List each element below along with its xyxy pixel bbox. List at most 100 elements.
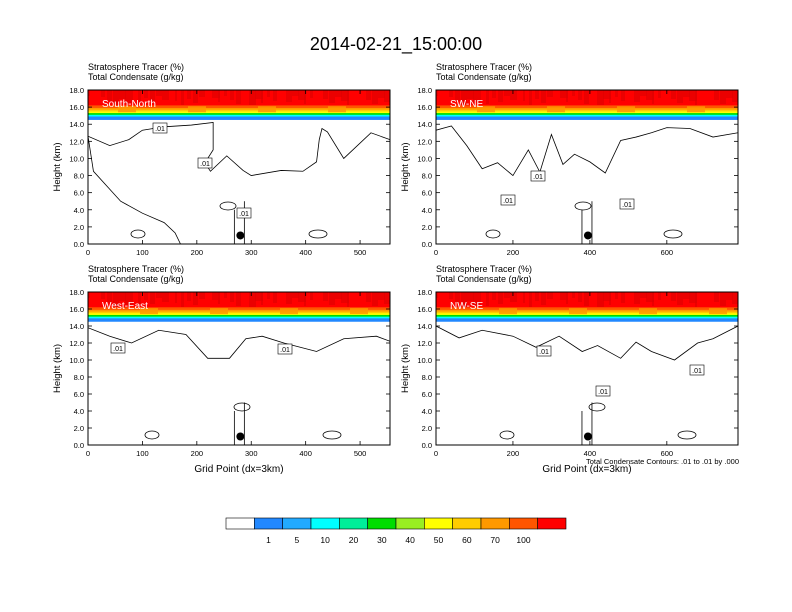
tracer-streak	[658, 292, 661, 300]
tracer-dip	[280, 308, 298, 315]
x-tick-label: 600	[661, 449, 674, 458]
tracer-streak	[366, 90, 371, 100]
panel-label: NW-SE	[450, 301, 483, 312]
tracer-streak	[113, 292, 119, 307]
tracer-streak	[150, 292, 155, 304]
tracer-streak	[286, 292, 292, 304]
tracer-streak	[529, 292, 532, 307]
tracer-streak	[335, 90, 342, 97]
condensate-cell	[588, 402, 606, 412]
tracer-streak	[323, 90, 328, 99]
footnote: Total Condensate Contours: .01 to .01 by…	[586, 457, 739, 466]
panel-frame	[435, 291, 739, 446]
tracer-streak	[597, 292, 604, 307]
condensate-contour-lower	[88, 136, 390, 244]
y-tick-label: 18.0	[417, 288, 432, 297]
x-tick-label: 400	[584, 248, 597, 257]
colorbar-label: 30	[377, 535, 387, 545]
colorbar-swatch	[424, 517, 453, 530]
tracer-streak	[510, 90, 517, 100]
tracer-streak	[162, 292, 169, 302]
tracer-streak	[572, 292, 575, 298]
contour-label: .01	[539, 349, 549, 356]
tracer-streak	[329, 90, 335, 103]
tracer-streak	[310, 90, 313, 98]
panel-south-north: Stratosphere Tracer (%)Total Condensate …	[52, 62, 391, 257]
tracer-layer	[436, 314, 738, 318]
tracer-streak	[335, 292, 342, 299]
location-marker	[583, 432, 592, 441]
plot-area	[436, 292, 738, 445]
x-tick-label: 200	[507, 248, 520, 257]
x-tick-label: 200	[191, 248, 204, 257]
tracer-streak	[683, 292, 690, 299]
tracer-streak	[181, 90, 184, 105]
tracer-streak	[366, 292, 371, 302]
tracer-streak	[504, 292, 510, 298]
colorbar-label: 100	[516, 535, 530, 545]
panel-frame	[435, 89, 739, 245]
x-axis-label: Grid Point (dx=3km)	[194, 464, 283, 475]
tracer-streak	[107, 90, 112, 101]
panel-west-east: Stratosphere Tracer (%)Total Condensate …	[52, 264, 391, 475]
panel-label: South-North	[102, 99, 156, 110]
y-tick-label: 10.0	[417, 356, 432, 365]
tracer-dip	[569, 308, 587, 315]
y-tick-label: 18.0	[417, 86, 432, 95]
tracer-streak	[714, 90, 719, 100]
y-axis-label: Height (km)	[52, 142, 63, 191]
y-tick-label: 10.0	[69, 356, 84, 365]
tracer-streak	[621, 90, 625, 101]
y-tick-label: 18.0	[69, 288, 84, 297]
y-tick-label: 18.0	[69, 86, 84, 95]
contour-label: .01	[155, 126, 165, 133]
plot-area	[88, 292, 390, 445]
colorbar-label: 50	[434, 535, 444, 545]
tracer-dip	[188, 106, 206, 113]
tracer-streak	[486, 90, 489, 104]
tracer-streak	[286, 90, 292, 102]
panel-frame	[87, 291, 391, 446]
tracer-streak	[634, 90, 640, 102]
x-tick-label: 400	[299, 449, 312, 458]
tracer-dip	[639, 308, 657, 315]
tracer-streak	[560, 90, 568, 98]
contour-label-box	[152, 122, 168, 134]
tracer-streak	[473, 90, 481, 103]
tracer-streak	[689, 90, 697, 101]
panel-header-condensate: Total Condensate (g/kg)	[436, 274, 532, 284]
tracer-streak	[378, 292, 385, 300]
condensate-cell	[322, 430, 342, 440]
y-tick-label: 16.0	[417, 103, 432, 112]
tracer-streak	[119, 90, 126, 99]
panel-header-tracer: Stratosphere Tracer (%)	[436, 62, 532, 72]
tracer-dip	[617, 106, 635, 113]
y-tick-label: 10.0	[69, 154, 84, 163]
contour-label: .01	[598, 389, 608, 396]
tracer-streak	[461, 90, 467, 105]
panel-nw-se: Stratosphere Tracer (%)Total Condensate …	[400, 264, 739, 475]
colorbar-swatch	[480, 517, 510, 530]
tracer-streak	[298, 90, 306, 100]
colorbar-swatch	[367, 517, 397, 530]
contour-label: .01	[622, 202, 632, 209]
panel-sw-ne: Stratosphere Tracer (%)Total Condensate …	[400, 62, 739, 257]
tracer-layer	[88, 316, 390, 320]
tracer-streak	[193, 292, 198, 305]
panel-header-tracer: Stratosphere Tracer (%)	[88, 264, 184, 274]
x-tick-label: 400	[584, 449, 597, 458]
tracer-streak	[329, 292, 335, 305]
tracer-streak	[230, 90, 234, 100]
tracer-streak	[523, 292, 525, 303]
tracer-streak	[436, 292, 438, 298]
tracer-streak	[455, 292, 460, 303]
tracer-streak	[677, 292, 683, 305]
y-tick-label: 14.0	[417, 322, 432, 331]
y-tick-label: 8.0	[422, 373, 432, 382]
panel-label: SW-NE	[450, 99, 483, 110]
colorbar: 1 5 10 20 30 40 50 60 70 100	[225, 517, 567, 545]
contour-label-box	[530, 170, 546, 182]
tracer-streak	[156, 90, 162, 96]
tracer-streak	[384, 90, 390, 102]
